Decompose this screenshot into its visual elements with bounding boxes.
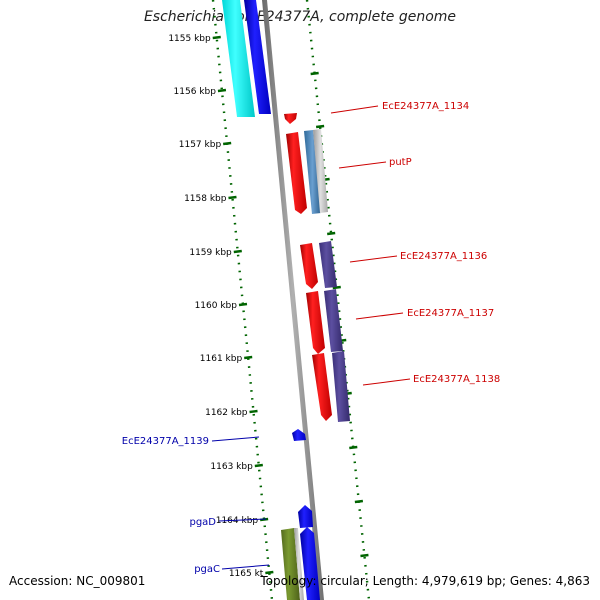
gene-label[interactable]: EcE24377A_1138 [413, 374, 500, 385]
cds-feature-cyan [222, 0, 255, 117]
outer-major-tick [332, 285, 341, 290]
gene-label[interactable]: EcE24377A_1137 [407, 308, 494, 319]
inner-major-tick [212, 35, 221, 40]
outer-major-tick [360, 553, 369, 558]
gene-1138 [312, 353, 332, 421]
genome-summary-text: Topology: circular; Length: 4,979,619 bp… [260, 574, 590, 588]
inner-major-tick [223, 141, 232, 146]
leader-1137 [355, 312, 404, 320]
gene-feature-blue [244, 0, 271, 114]
gene-label[interactable]: EcE24377A_1134 [382, 101, 469, 112]
tick-label: 1158 kbp [184, 194, 227, 204]
leader-pgaD [218, 518, 267, 522]
gene-1139 [292, 429, 306, 441]
accession-text: Accession: NC_009801 [9, 574, 146, 588]
feature-pgaC-olive [281, 528, 300, 600]
feature-pgaC-grey [294, 528, 304, 600]
gene-1136 [300, 243, 318, 289]
outer-major-tick [349, 445, 358, 450]
tick-label: 1161 kbp [200, 354, 243, 364]
leader-1136 [349, 255, 398, 263]
leader-pgaC [221, 564, 270, 570]
gene-label[interactable]: EcE24377A_1136 [400, 251, 487, 262]
inner-major-tick [233, 249, 242, 254]
tick-label: 1162 kbp [205, 408, 248, 418]
tick-label: 1159 kbp [189, 248, 232, 258]
inner-major-tick [238, 302, 248, 307]
feature-1138-purple [332, 351, 350, 422]
map-title: Escherichia coli E24377A, complete genom… [143, 9, 457, 25]
tick-label: 1160 kbp [195, 301, 238, 311]
gene-label[interactable]: putP [389, 157, 412, 168]
tick-label: 1157 kbp [179, 140, 222, 150]
gene-label-leaders [211, 105, 411, 570]
gene-label[interactable]: EcE24377A_1139 [122, 436, 209, 447]
gene-1137 [306, 291, 325, 354]
tick-label: 1163 kbp [210, 462, 253, 472]
inner-major-tick [244, 355, 253, 360]
tick-labels: 1155 kbp 1156 kbp 1157 kbp 1158 kbp 1159 kbp… [168, 34, 263, 579]
feature-1136-purple [319, 241, 337, 288]
inner-major-tick [254, 463, 263, 468]
outer-major-tick [315, 124, 325, 129]
tick-label: 1164 kbp [216, 516, 259, 526]
gene-putP [286, 132, 307, 214]
outer-major-tick [327, 231, 336, 236]
tick-label: 1155 kbp [168, 34, 211, 44]
tick-label: 1165 kt [229, 569, 264, 579]
leader-1134 [330, 105, 379, 114]
gene-label[interactable]: pgaC [194, 564, 220, 575]
inner-major-tick [217, 88, 227, 93]
gene-label[interactable]: pgaD [189, 517, 216, 528]
inner-major-tick [249, 409, 258, 414]
gene-labels: EcE24377A_1134 putP EcE24377A_1136 EcE24377… [122, 101, 501, 575]
feature-1137-purple [324, 289, 343, 352]
inner-major-tick [265, 570, 274, 575]
leader-putP [338, 161, 387, 169]
outer-major-tick [310, 71, 319, 76]
gene-pgaD [298, 505, 313, 528]
leader-1139 [211, 436, 260, 442]
leader-1138 [362, 378, 411, 386]
tick-label: 1156 kbp [174, 87, 217, 97]
inner-major-tick [228, 195, 237, 200]
gene-pgaC [300, 527, 320, 600]
gene-arrow-1134 [284, 113, 297, 124]
feature-putP-steel [304, 130, 321, 214]
feature-putP-grey [313, 129, 328, 213]
genome-backbone [262, 0, 324, 600]
outer-major-tick [354, 499, 364, 504]
